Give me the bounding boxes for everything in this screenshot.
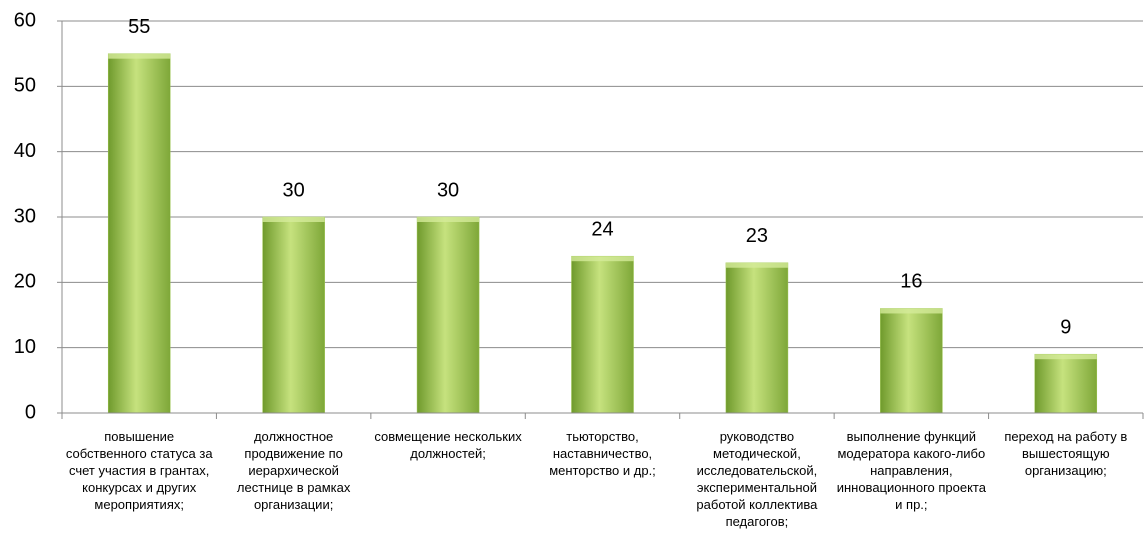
data-label: 9 xyxy=(1060,316,1071,338)
bar-cap xyxy=(1034,354,1097,360)
bar xyxy=(725,262,789,414)
bar-cap xyxy=(262,217,325,222)
y-tick-label: 40 xyxy=(14,140,36,162)
y-tick-label: 0 xyxy=(25,401,36,423)
data-label: 30 xyxy=(437,179,459,201)
bar-cap xyxy=(571,256,634,262)
bar xyxy=(107,53,171,414)
bar xyxy=(571,255,634,414)
y-tick-label: 30 xyxy=(14,205,36,227)
x-tick-label: повышение собственного статуса за счет у… xyxy=(65,429,213,512)
bar-cap xyxy=(725,262,788,268)
x-tick-label: должностное продвижение по иерархической… xyxy=(236,429,351,512)
y-tick-label: 10 xyxy=(14,336,36,358)
data-label: 30 xyxy=(283,179,305,201)
x-tick-label: переход на работу в вышестоящую организа… xyxy=(1004,429,1128,478)
bar xyxy=(416,216,480,414)
bar-cap xyxy=(880,308,943,314)
bar xyxy=(1034,353,1098,414)
x-tick-label: руководство методической, исследовательс… xyxy=(696,429,818,529)
bar xyxy=(262,216,325,414)
bar-cap xyxy=(417,217,480,222)
x-tick-label: тьюторство, наставничество, менторство и… xyxy=(549,429,656,478)
y-tick-label: 20 xyxy=(14,271,36,293)
y-tick-label: 50 xyxy=(14,75,36,97)
y-tick-label: 60 xyxy=(14,9,36,31)
data-label: 16 xyxy=(900,271,922,293)
data-label: 55 xyxy=(128,16,150,38)
bar-cap xyxy=(108,53,171,59)
data-label: 23 xyxy=(746,225,768,247)
x-tick-label: совмещение нескольких должностей; xyxy=(374,429,522,461)
x-tick-label: выполнение функций модератора какого-либ… xyxy=(836,429,986,512)
data-label: 24 xyxy=(591,218,613,240)
bar xyxy=(880,308,943,414)
